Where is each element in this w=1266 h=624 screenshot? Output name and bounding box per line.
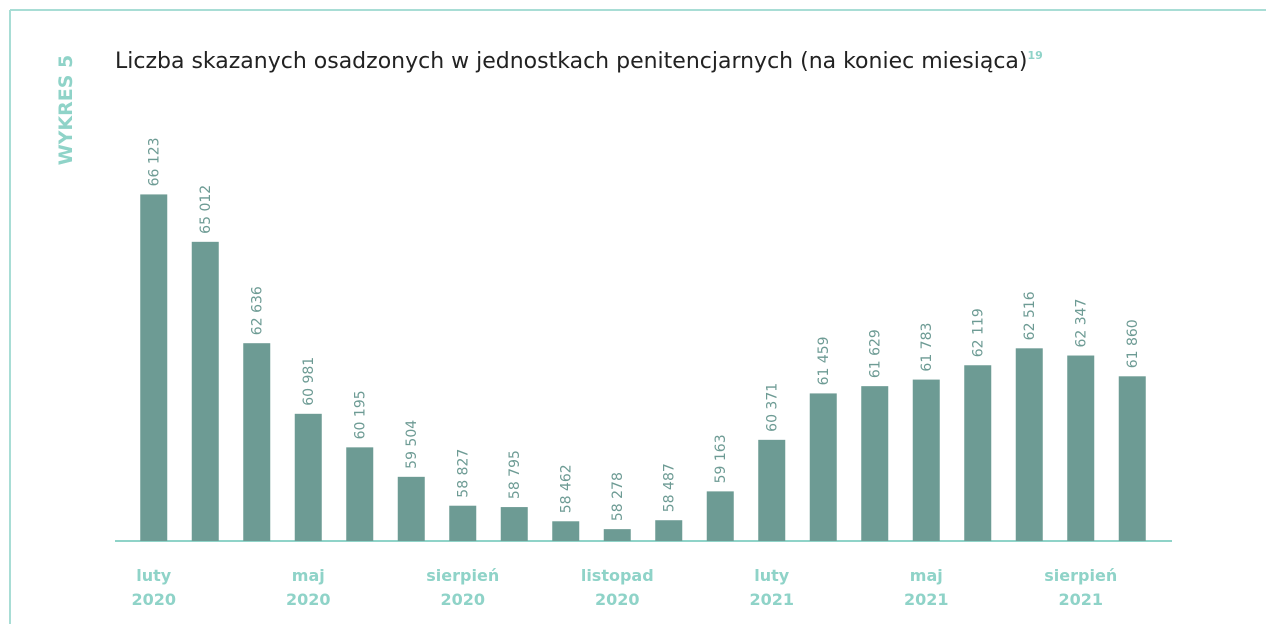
x-tick-line: sierpień — [1044, 566, 1117, 585]
x-tick-line: sierpień — [426, 566, 499, 585]
x-tick-line: 2020 — [286, 590, 331, 609]
chart-title: Liczba skazanych osadzonych w jednostkac… — [115, 49, 1043, 74]
bar — [140, 194, 168, 541]
bar — [912, 379, 940, 541]
x-tick-label: luty 2021 — [749, 566, 794, 609]
bar — [861, 386, 889, 541]
x-tick-label: sierpień 2020 — [426, 566, 499, 609]
x-tick-line: 2020 — [595, 590, 640, 609]
bar — [294, 413, 322, 541]
x-tick-label: luty 2020 — [131, 566, 176, 609]
value-label: 59 504 — [404, 420, 420, 469]
x-tick-line: maj — [292, 566, 325, 585]
value-label: 62 119 — [971, 308, 987, 357]
x-tick-line: maj — [910, 566, 943, 585]
value-label: 62 516 — [1022, 291, 1038, 340]
bar — [809, 393, 837, 541]
bar — [1118, 376, 1146, 541]
bar — [449, 505, 477, 541]
footnote: 19 — [1028, 49, 1043, 62]
value-label: 60 195 — [353, 390, 369, 439]
value-label: 60 981 — [301, 357, 317, 406]
value-label: 58 487 — [662, 463, 678, 512]
value-label: 61 860 — [1125, 319, 1141, 368]
value-label: 58 278 — [610, 472, 626, 521]
x-tick-label: maj 2020 — [286, 566, 331, 609]
value-label: 66 123 — [147, 137, 163, 186]
bar — [552, 521, 580, 541]
bar — [397, 476, 425, 541]
x-tick-label: listopad 2020 — [581, 566, 654, 609]
title-text: Liczba skazanych osadzonych w jednostkac… — [115, 49, 1028, 74]
x-tick-label: maj 2021 — [904, 566, 949, 609]
bar — [655, 520, 683, 541]
x-tick-label: sierpień 2021 — [1044, 566, 1117, 609]
value-label: 60 371 — [765, 383, 781, 432]
bar — [191, 241, 219, 541]
bar — [758, 439, 786, 541]
x-tick-line: 2021 — [749, 590, 794, 609]
bar — [1015, 348, 1043, 541]
value-label: 58 462 — [559, 464, 575, 513]
x-tick-line: 2020 — [440, 590, 485, 609]
value-label: 58 795 — [507, 450, 523, 499]
bar — [500, 507, 528, 541]
bar — [964, 365, 992, 541]
value-label: 61 459 — [816, 336, 832, 385]
x-tick-line: 2021 — [904, 590, 949, 609]
value-label: 62 347 — [1074, 299, 1090, 348]
value-label: 58 827 — [456, 449, 472, 498]
bar — [603, 529, 631, 541]
value-label: 61 629 — [868, 329, 884, 378]
bar — [1067, 355, 1095, 541]
value-label: 62 636 — [250, 286, 266, 335]
x-tick-line: listopad — [581, 566, 654, 585]
x-tick-line: luty — [754, 566, 790, 585]
x-tick-line: 2021 — [1058, 590, 1103, 609]
x-tick-line: luty — [136, 566, 172, 585]
x-tick-line: 2020 — [131, 590, 176, 609]
value-label: 65 012 — [198, 185, 214, 234]
bar — [706, 491, 734, 541]
value-label: 59 163 — [713, 434, 729, 483]
value-label: 61 783 — [919, 323, 935, 372]
bar — [346, 447, 374, 541]
side-label: WYKRES 5 — [55, 55, 77, 166]
bar — [243, 343, 271, 541]
